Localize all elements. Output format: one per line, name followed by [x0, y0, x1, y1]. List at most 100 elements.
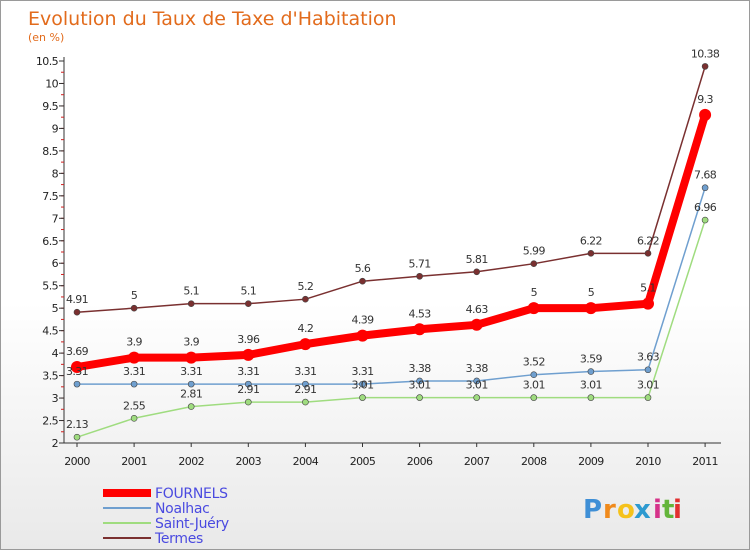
data-label: 5.1	[240, 285, 256, 298]
axes: 2 2.5 3 3.5 4 4.5 5 5.5 6 6.5 7 7.5 8 8.5 9 9.5 10 10.5 20…	[36, 55, 721, 468]
data-label: 3.01	[409, 379, 431, 392]
data-point	[302, 398, 309, 406]
data-point	[359, 380, 366, 388]
data-point	[245, 300, 252, 307]
data-label: 3.01	[637, 379, 659, 392]
data-point	[530, 394, 538, 401]
data-point	[130, 380, 138, 388]
data-point	[584, 302, 597, 315]
data-point	[128, 351, 141, 364]
legend-label: Saint-Juéry	[155, 516, 229, 532]
y-tick-label: 7	[52, 212, 59, 225]
data-label: 5.71	[409, 257, 431, 270]
data-label: 9.3	[697, 93, 713, 106]
data-label: 5.2	[298, 280, 314, 293]
data-point	[302, 295, 309, 303]
x-tick-label: 2003	[235, 455, 261, 468]
data-point	[416, 394, 423, 401]
data-label: 5.6	[355, 262, 371, 275]
data-point	[473, 268, 481, 276]
logo-letter: x	[634, 495, 651, 525]
data-label: 4.39	[351, 314, 374, 327]
data-point	[527, 302, 540, 315]
data-point	[699, 108, 712, 121]
data-point	[701, 216, 709, 224]
y-tick-label: 5	[52, 302, 59, 315]
data-point	[359, 277, 366, 285]
data-point	[644, 366, 652, 374]
data-point	[245, 398, 252, 406]
x-tick-label: 2008	[521, 455, 547, 468]
data-label: 3.31	[123, 365, 145, 378]
x-tick-label: 2004	[293, 455, 319, 468]
data-label: 3.31	[294, 365, 316, 378]
data-label: 3.9	[126, 336, 142, 349]
data-point	[73, 380, 81, 388]
data-label: 4.2	[298, 322, 314, 335]
data-point	[130, 414, 138, 422]
y-tick-label: 5.5	[42, 280, 58, 293]
data-label: 3.38	[466, 362, 489, 375]
data-label: 5	[588, 286, 595, 299]
data-label: 2.55	[123, 399, 146, 412]
data-label: 6.96	[694, 201, 717, 214]
data-label: 2.91	[294, 383, 316, 396]
data-label: 3.59	[580, 353, 603, 366]
data-label: 5.99	[523, 245, 546, 258]
data-point	[187, 403, 195, 410]
data-label: 2.81	[180, 388, 202, 401]
data-label: 2.13	[66, 418, 89, 431]
data-point	[416, 272, 423, 280]
y-tick-label: 2.5	[42, 415, 58, 428]
data-point	[245, 380, 252, 388]
data-point	[470, 318, 483, 331]
data-point	[587, 368, 595, 375]
data-point	[299, 338, 312, 351]
y-tick-label: 8	[52, 167, 59, 180]
y-tick-label: 3	[52, 392, 59, 405]
data-point	[473, 394, 481, 401]
data-label: 3.01	[351, 379, 373, 392]
data-point	[302, 380, 309, 388]
data-point	[587, 250, 595, 257]
data-point	[642, 297, 654, 310]
data-label: 3.63	[637, 351, 660, 364]
data-labels: 3.69 3.9 3.9 3.96 4.2 4.39 4.53 4.63 5 5 5.1 9.3 3.3…	[66, 47, 721, 431]
series-lines	[71, 63, 712, 441]
data-point	[416, 377, 423, 385]
data-label: 2.91	[237, 383, 259, 396]
data-label: 3.31	[237, 365, 259, 378]
data-point	[71, 361, 83, 374]
y-tick-label: 10	[45, 77, 58, 90]
data-point	[701, 184, 709, 192]
data-label: 3.52	[523, 356, 545, 369]
data-point	[73, 308, 81, 316]
x-tick-label: 2001	[121, 455, 147, 468]
data-label: 6.22	[637, 234, 659, 247]
data-point	[356, 329, 369, 342]
chart-title: Evolution du Taux de Taxe d'Habitation	[28, 8, 397, 30]
data-point	[473, 377, 481, 385]
y-tick-label: 8.5	[42, 145, 58, 158]
y-tick-label: 6	[52, 257, 59, 270]
x-tick-label: 2005	[350, 455, 376, 468]
logo-letter: t	[662, 495, 674, 525]
series-line-2	[76, 219, 706, 438]
data-point	[413, 323, 426, 336]
data-point	[359, 394, 366, 401]
data-point	[242, 348, 255, 361]
data-label: 5.81	[466, 253, 488, 266]
y-tick-label: 9.5	[42, 100, 58, 113]
data-label: 3.38	[409, 362, 432, 375]
data-point	[530, 260, 538, 267]
data-point	[130, 304, 138, 312]
y-tick-label: 4.5	[42, 325, 58, 338]
data-point	[644, 394, 652, 401]
y-tick-label: 7.5	[42, 190, 58, 203]
x-tick-label: 2006	[407, 455, 433, 468]
data-label: 4.63	[466, 303, 489, 316]
